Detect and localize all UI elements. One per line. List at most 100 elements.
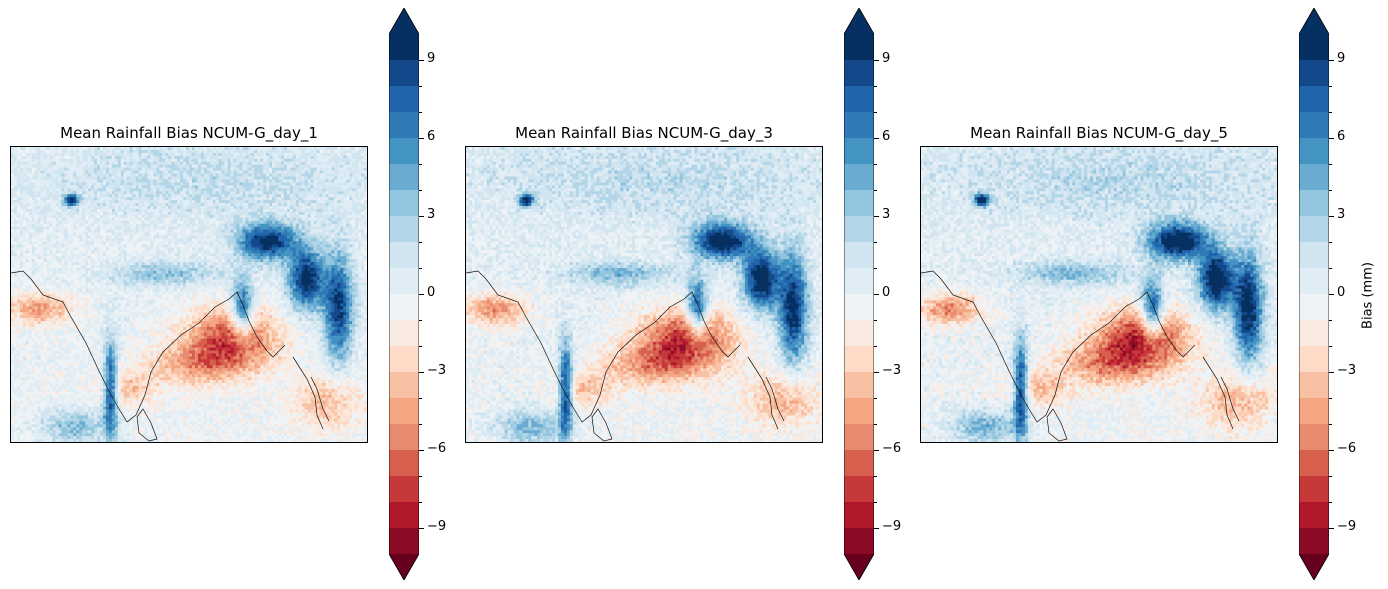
colorbar-major-tick <box>874 138 879 139</box>
colorbar-major-tick <box>874 60 879 61</box>
colorbar-tick-label: 6 <box>1337 129 1345 144</box>
colorbar-minor-tick <box>419 164 422 165</box>
colorbar-major-tick <box>874 372 879 373</box>
colorbar-major-tick <box>1329 372 1334 373</box>
colorbar-segment <box>389 294 419 321</box>
colorbar-tick-label: 9 <box>882 51 890 66</box>
panel-2-heatmap <box>466 147 822 442</box>
colorbar-tick-label: 0 <box>882 285 890 300</box>
colorbar-minor-tick <box>419 346 422 347</box>
colorbar-segment <box>389 268 419 295</box>
colorbar-segment <box>844 502 874 529</box>
colorbar-segment <box>1299 502 1329 529</box>
colorbar-tick-label: 6 <box>882 129 890 144</box>
colorbar-segment <box>1299 268 1329 295</box>
colorbar-minor-tick <box>419 398 422 399</box>
colorbar-segment <box>1299 450 1329 477</box>
colorbar-segment <box>389 60 419 87</box>
panel-2-colorbar: −9 −6 −3 0 3 6 9 <box>844 8 901 580</box>
colorbar-minor-tick <box>419 424 422 425</box>
colorbar-extend-min <box>1299 554 1329 580</box>
colorbar-segment <box>844 476 874 503</box>
colorbar-segment <box>844 528 874 555</box>
colorbar-segment <box>389 164 419 191</box>
colorbar-segment <box>389 450 419 477</box>
colorbar-segment <box>844 372 874 399</box>
colorbar-major-tick <box>1329 294 1334 295</box>
colorbar-minor-tick <box>874 502 877 503</box>
colorbar-minor-tick <box>874 320 877 321</box>
colorbar-minor-tick <box>874 476 877 477</box>
colorbar-minor-tick <box>1329 112 1332 113</box>
colorbar-segment <box>844 216 874 243</box>
colorbar-segment <box>1299 190 1329 217</box>
colorbar-extend-max <box>1299 8 1329 34</box>
colorbar-minor-tick <box>874 242 877 243</box>
panel-1-title: Mean Rainfall Bias NCUM-G_day_1 <box>10 124 368 142</box>
colorbar-minor-tick <box>1329 268 1332 269</box>
colorbar-segment <box>844 86 874 113</box>
colorbar-tick-label: 9 <box>1337 51 1345 66</box>
colorbar-minor-tick <box>874 112 877 113</box>
panel-1-colorbar: −9 −6 −3 0 3 6 9 <box>389 8 446 580</box>
colorbar-segment <box>389 424 419 451</box>
colorbar-major-tick <box>1329 138 1334 139</box>
colorbar-segment <box>844 294 874 321</box>
colorbar-segment <box>1299 476 1329 503</box>
colorbar-tick-label: −6 <box>882 441 901 456</box>
colorbar-segment <box>1299 60 1329 87</box>
colorbar-segment <box>844 60 874 87</box>
colorbar-segment <box>389 476 419 503</box>
colorbar-segment <box>844 34 874 61</box>
colorbar-tick-label: 9 <box>427 51 435 66</box>
colorbar-tick-label: −9 <box>882 519 901 534</box>
coastline <box>466 270 785 442</box>
colorbar-segment <box>1299 86 1329 113</box>
colorbar-segment <box>844 190 874 217</box>
colorbar-svg <box>1299 8 1329 580</box>
colorbar-extend-max <box>389 8 419 34</box>
colorbar-major-tick <box>419 294 424 295</box>
colorbar-tick-label: 3 <box>427 207 435 222</box>
colorbar-segment <box>1299 164 1329 191</box>
colorbar-segment <box>1299 424 1329 451</box>
colorbar-minor-tick <box>419 476 422 477</box>
colorbar-segment <box>389 138 419 165</box>
colorbar-minor-tick <box>419 502 422 503</box>
colorbar-minor-tick <box>1329 476 1332 477</box>
colorbar-minor-tick <box>419 86 422 87</box>
colorbar-minor-tick <box>874 398 877 399</box>
colorbar-segment <box>844 268 874 295</box>
colorbar-major-tick <box>874 216 879 217</box>
colorbar-minor-tick <box>1329 320 1332 321</box>
colorbar-minor-tick <box>1329 502 1332 503</box>
colorbar-tick-label: −6 <box>1337 441 1356 456</box>
colorbar-segment <box>1299 398 1329 425</box>
colorbar-tick-label: −9 <box>427 519 446 534</box>
panel-3-colorbar: −9 −6 −3 0 3 6 9 <box>1299 8 1356 580</box>
colorbar-segment <box>389 242 419 269</box>
colorbar-segment <box>389 86 419 113</box>
colorbar-tick-label: −3 <box>882 363 901 378</box>
colorbar-segment <box>1299 346 1329 373</box>
coastline <box>921 270 1240 442</box>
colorbar-tick-label: 3 <box>1337 207 1345 222</box>
colorbar-segment <box>389 398 419 425</box>
colorbar-minor-tick <box>1329 398 1332 399</box>
colorbar-minor-tick <box>874 268 877 269</box>
colorbar-segment <box>389 528 419 555</box>
colorbar-segment <box>389 372 419 399</box>
colorbar-major-tick <box>1329 528 1334 529</box>
colorbar-segment <box>389 346 419 373</box>
colorbar-extend-max <box>844 8 874 34</box>
colorbar-minor-tick <box>1329 86 1332 87</box>
colorbar-minor-tick <box>1329 190 1332 191</box>
colorbar-tick-label: −3 <box>427 363 446 378</box>
colorbar-major-tick <box>419 138 424 139</box>
colorbar-minor-tick <box>419 190 422 191</box>
colorbar-svg <box>844 8 874 580</box>
colorbar-segment <box>1299 294 1329 321</box>
colorbar-minor-tick <box>874 346 877 347</box>
colorbar-tick-label: 0 <box>427 285 435 300</box>
colorbar-minor-tick <box>1329 424 1332 425</box>
